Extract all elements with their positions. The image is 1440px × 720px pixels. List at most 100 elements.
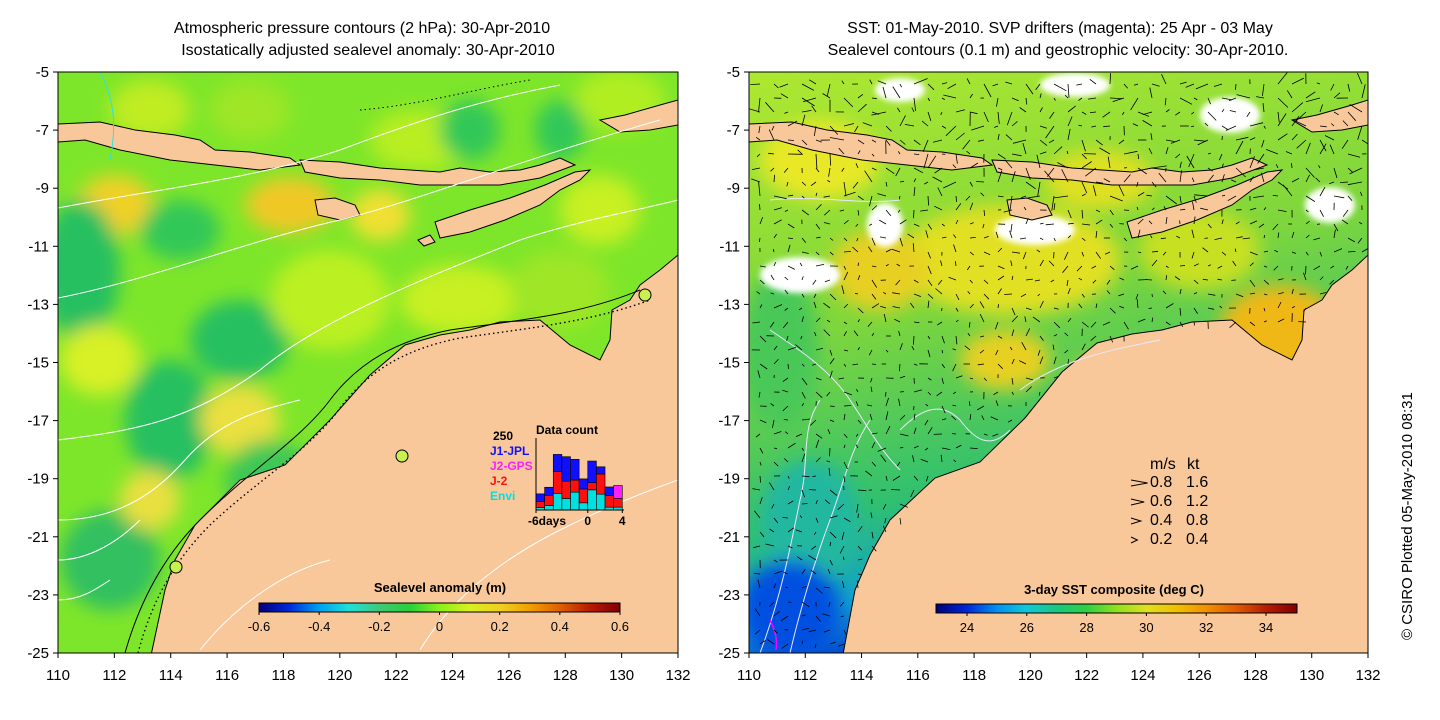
velocity-arrow	[927, 391, 932, 396]
velocity-arrow	[913, 389, 922, 393]
velocity-arrow	[1081, 209, 1084, 219]
velocity-arrow	[770, 274, 775, 281]
velocity-arrow	[815, 204, 822, 211]
velocity-arrow	[1179, 208, 1186, 211]
velocity-arrow	[884, 517, 887, 524]
velocity-arrow	[856, 580, 859, 589]
velocity-arrow	[1285, 151, 1293, 155]
velocity-arrow	[773, 262, 777, 267]
sumbawa-flores	[991, 157, 1269, 186]
right-y-tick-label: -19	[718, 471, 740, 488]
velocity-arrow	[1112, 97, 1125, 102]
velocity-arrow	[1081, 181, 1088, 194]
velocity-arrow	[1179, 195, 1182, 204]
velocity-arrow	[822, 613, 831, 617]
land-masses	[58, 99, 678, 653]
velocity-arrow	[1090, 321, 1097, 328]
velocity-arrow	[787, 363, 789, 369]
velocity-arrow	[773, 610, 780, 617]
velocity-arrow	[1221, 251, 1227, 256]
velocity-arrow	[1064, 349, 1069, 354]
velocity-arrow	[913, 475, 919, 481]
velocity-arrow	[923, 153, 929, 169]
velocity-arrow	[1067, 359, 1069, 365]
velocity-arrow	[1036, 154, 1041, 169]
left-y-tick-label: -19	[27, 471, 49, 488]
velocity-arrow	[829, 489, 838, 496]
velocity-arrow	[992, 83, 999, 87]
velocity-arrow	[1204, 122, 1209, 127]
velocity-arrow	[1011, 121, 1018, 127]
velocity-arrow	[1051, 195, 1055, 211]
velocity-arrow	[787, 244, 791, 253]
velocity-arrow	[1235, 167, 1246, 178]
right-colorbar-tick-label: 26	[1020, 620, 1034, 635]
velocity-arrow	[1330, 265, 1335, 269]
velocity-arrow	[801, 83, 815, 91]
velocity-arrow	[1357, 125, 1363, 140]
velocity-arrow	[871, 167, 877, 171]
velocity-arrow	[826, 319, 831, 323]
velocity-arrow	[937, 321, 943, 326]
velocity-arrow	[1076, 83, 1083, 86]
velocity-arrow	[1342, 120, 1349, 127]
velocity-arrow	[1263, 293, 1268, 296]
velocity-arrow	[1249, 137, 1256, 141]
velocity-arrow	[997, 335, 1003, 339]
velocity-arrow	[773, 345, 778, 351]
velocity-legend-header-kt: kt	[1187, 456, 1200, 473]
velocity-arrow	[1313, 237, 1321, 241]
velocity-arrow	[829, 531, 837, 539]
velocity-arrow	[932, 139, 943, 143]
velocity-arrow	[955, 335, 958, 345]
velocity-arrow	[773, 583, 777, 589]
velocity-arrow	[1179, 321, 1184, 328]
velocity-arrow	[879, 219, 887, 225]
velocity-arrow	[912, 455, 915, 463]
velocity-arrow	[941, 377, 944, 384]
velocity-arrow	[1011, 358, 1015, 365]
velocity-arrow	[1175, 111, 1181, 116]
left-y-tick-label: -25	[27, 645, 49, 662]
velocity-arrow	[783, 419, 789, 421]
velocity-arrow	[1137, 251, 1142, 254]
velocity-arrow	[1095, 209, 1101, 213]
velocity-arrow	[815, 139, 822, 143]
velocity-arrow	[997, 247, 1003, 253]
velocity-arrow	[1122, 111, 1125, 116]
velocity-arrow	[827, 429, 831, 435]
velocity-arrow	[868, 349, 873, 356]
velocity-arrow	[1347, 195, 1353, 201]
velocity-arrow	[801, 97, 815, 107]
velocity-arrow	[1319, 139, 1327, 152]
velocity-arrow	[1081, 161, 1092, 169]
right-y-tick-label: -13	[718, 296, 740, 313]
velocity-arrow	[1174, 276, 1181, 281]
velocity-arrow	[1025, 328, 1031, 337]
velocity-arrow	[815, 317, 821, 323]
velocity-arrow	[945, 125, 957, 137]
velocity-arrow	[829, 419, 835, 422]
velocity-arrow	[1011, 97, 1019, 102]
velocity-arrow	[941, 349, 944, 354]
velocity-arrow	[877, 447, 887, 452]
velocity-arrow	[868, 246, 873, 253]
velocity-arrow	[1095, 219, 1103, 225]
velocity-arrow	[1357, 237, 1363, 244]
velocity-arrow	[1004, 159, 1013, 169]
velocity-arrow	[829, 237, 834, 241]
velocity-arrow	[865, 470, 873, 477]
velocity-arrow	[843, 97, 854, 108]
velocity-arrow	[843, 461, 848, 470]
velocity-arrow	[1272, 223, 1279, 231]
velocity-arrow	[838, 643, 845, 647]
velocity-arrow	[871, 531, 874, 539]
velocity-arrow	[913, 223, 920, 227]
velocity-arrow	[940, 260, 943, 267]
velocity-arrow	[937, 187, 943, 197]
velocity-arrow	[815, 192, 818, 197]
velocity-arrow	[1229, 321, 1237, 328]
tide-gauge-markers	[169, 288, 652, 574]
velocity-arrow	[880, 305, 887, 309]
velocity-arrow	[1221, 97, 1233, 101]
